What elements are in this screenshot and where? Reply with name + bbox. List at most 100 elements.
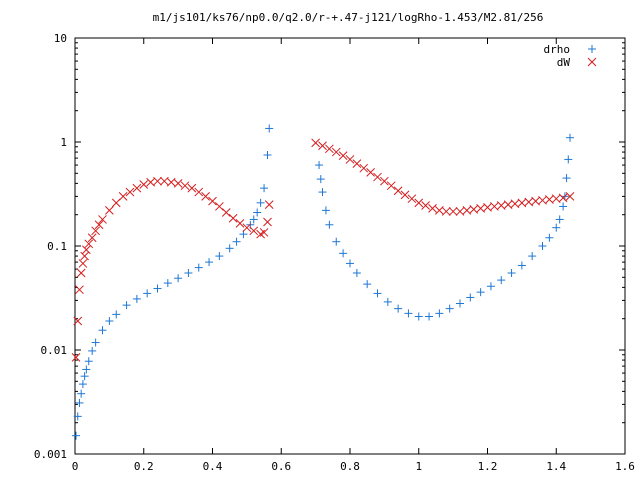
data-point <box>153 284 162 293</box>
data-point <box>318 188 327 197</box>
data-point <box>565 192 575 201</box>
y-tick-label: 0.001 <box>34 448 67 461</box>
data-point <box>264 200 274 209</box>
data-point <box>497 276 506 285</box>
data-point <box>564 155 573 164</box>
data-point <box>163 279 172 288</box>
data-point <box>311 138 320 148</box>
legend-marker <box>588 45 596 53</box>
data-point <box>249 215 258 224</box>
data-point <box>84 357 93 366</box>
x-tick-label: 1.6 <box>615 460 635 473</box>
data-point <box>441 207 451 216</box>
data-point <box>566 133 574 142</box>
data-point <box>180 181 190 191</box>
data-point <box>517 261 526 270</box>
data-point <box>205 258 214 267</box>
series-drho <box>72 124 574 440</box>
data-point <box>184 269 193 278</box>
data-point <box>81 245 91 255</box>
data-point <box>318 141 327 151</box>
data-point <box>428 204 437 213</box>
data-point <box>331 147 341 157</box>
data-point <box>486 282 495 291</box>
data-point <box>73 316 83 326</box>
data-point <box>448 207 458 216</box>
data-point <box>435 309 444 318</box>
data-point <box>122 301 131 310</box>
data-point <box>325 144 334 154</box>
data-point <box>187 183 197 193</box>
data-point <box>394 304 403 313</box>
data-point <box>366 168 375 177</box>
data-point <box>363 280 372 289</box>
data-point <box>80 251 89 261</box>
data-point <box>352 269 361 278</box>
data-point <box>73 412 82 421</box>
data-point <box>265 124 274 133</box>
data-point <box>75 285 84 295</box>
data-point <box>225 244 234 253</box>
data-point <box>332 237 341 246</box>
data-point <box>235 219 245 228</box>
data-point <box>414 198 424 208</box>
data-point <box>91 226 100 236</box>
data-point <box>545 233 554 242</box>
data-point <box>345 155 355 164</box>
data-point <box>143 289 152 298</box>
data-point <box>194 263 203 272</box>
data-point <box>386 181 396 191</box>
data-point <box>132 294 141 303</box>
data-point <box>98 215 107 224</box>
data-point <box>352 159 362 168</box>
legend-label: drho <box>544 43 571 56</box>
y-tick-label: 10 <box>54 32 67 45</box>
data-point <box>201 192 210 201</box>
data-point <box>400 190 410 200</box>
data-point <box>228 213 238 223</box>
data-point <box>87 233 97 243</box>
data-point <box>76 268 86 278</box>
y-tick-label: 0.01 <box>41 344 68 357</box>
data-point <box>531 196 540 206</box>
x-tick-label: 0 <box>72 460 79 473</box>
x-tick-label: 0.2 <box>134 460 154 473</box>
data-point <box>339 249 348 258</box>
data-point <box>383 297 392 306</box>
data-point <box>94 220 104 230</box>
data-point <box>445 304 454 313</box>
data-point <box>139 180 149 189</box>
data-point <box>84 239 94 249</box>
data-point <box>98 326 107 335</box>
data-point <box>78 380 87 389</box>
data-point <box>404 309 413 318</box>
data-point <box>80 372 89 381</box>
data-point <box>407 194 417 204</box>
data-point <box>82 365 91 374</box>
data-point <box>105 317 114 326</box>
data-point <box>425 312 434 321</box>
data-point <box>528 252 537 261</box>
x-tick-label: 1.4 <box>546 460 566 473</box>
data-point <box>263 150 272 159</box>
data-point <box>75 398 84 407</box>
data-point <box>559 202 568 211</box>
data-point <box>208 196 217 206</box>
data-point <box>215 202 224 211</box>
data-point <box>125 187 135 197</box>
data-point <box>259 228 269 237</box>
data-point <box>538 242 547 250</box>
data-point <box>538 195 547 205</box>
data-point <box>321 206 330 215</box>
data-point <box>78 259 88 268</box>
data-point <box>72 431 81 440</box>
data-point <box>380 176 389 186</box>
data-point <box>112 310 121 319</box>
legend-label: dW <box>557 56 571 69</box>
y-tick-label: 1 <box>60 136 67 149</box>
data-point <box>545 195 554 204</box>
data-point <box>555 215 564 224</box>
data-point <box>221 208 231 217</box>
x-tick-label: 0.8 <box>340 460 360 473</box>
